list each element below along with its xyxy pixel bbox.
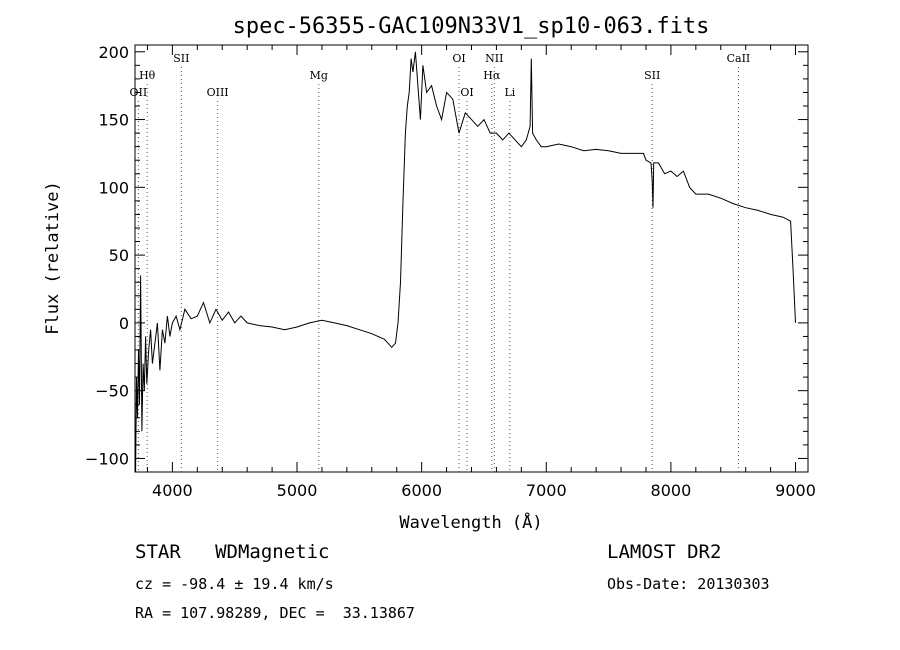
line-label-top-1: SII: [173, 52, 189, 65]
spectrum-plot: spec-56355-GAC109N33V1_sp10-063.fits Hθ S…: [43, 14, 816, 533]
line-label-mid-3: Li: [504, 86, 515, 99]
line-label-top-2: Mg: [310, 69, 328, 82]
x-tick-label: 8000: [651, 481, 692, 500]
y-tick-label: 50: [109, 246, 129, 265]
y-tick-label: −100: [85, 449, 129, 468]
x-tick-label: 9000: [775, 481, 816, 500]
observation-date: Obs-Date: 20130303: [607, 575, 770, 593]
y-axis: −100 −50 0 50 100 150 200: [85, 43, 808, 468]
line-label-top-6: SII: [644, 69, 660, 82]
coordinates-readout: RA = 107.98289, DEC = 33.13867: [135, 604, 415, 622]
spectrum-line: [135, 51, 796, 473]
line-label-top-5: Hα: [483, 69, 501, 82]
line-label-mid-1: OIII: [207, 86, 229, 99]
plot-frame: [134, 44, 809, 473]
survey-name: LAMOST DR2: [607, 541, 722, 563]
y-tick-label: 0: [119, 314, 129, 333]
line-label-top-7: CaII: [727, 52, 751, 65]
x-axis: 4000 5000 6000 7000 8000 9000: [146, 45, 816, 500]
x-tick-label: 6000: [401, 481, 442, 500]
y-tick-label: 200: [98, 43, 129, 62]
line-label-top-3: OI: [452, 52, 465, 65]
line-label-mid-2: OI: [460, 86, 473, 99]
chart-title: spec-56355-GAC109N33V1_sp10-063.fits: [233, 14, 710, 39]
x-tick-label: 4000: [152, 481, 193, 500]
y-axis-label: Flux (relative): [43, 181, 63, 335]
y-tick-label: 150: [98, 111, 129, 130]
y-tick-label: −50: [95, 382, 129, 401]
object-class: STAR WDMagnetic: [135, 541, 330, 563]
line-label-top-4: NII: [485, 52, 503, 65]
y-tick-label: 100: [98, 178, 129, 197]
x-tick-label: 7000: [526, 481, 567, 500]
x-tick-label: 5000: [277, 481, 318, 500]
x-axis-label: Wavelength (Å): [399, 511, 542, 533]
redshift-readout: cz = -98.4 ± 19.4 km/s: [135, 575, 334, 593]
line-label-top-0: Hθ: [139, 69, 156, 82]
